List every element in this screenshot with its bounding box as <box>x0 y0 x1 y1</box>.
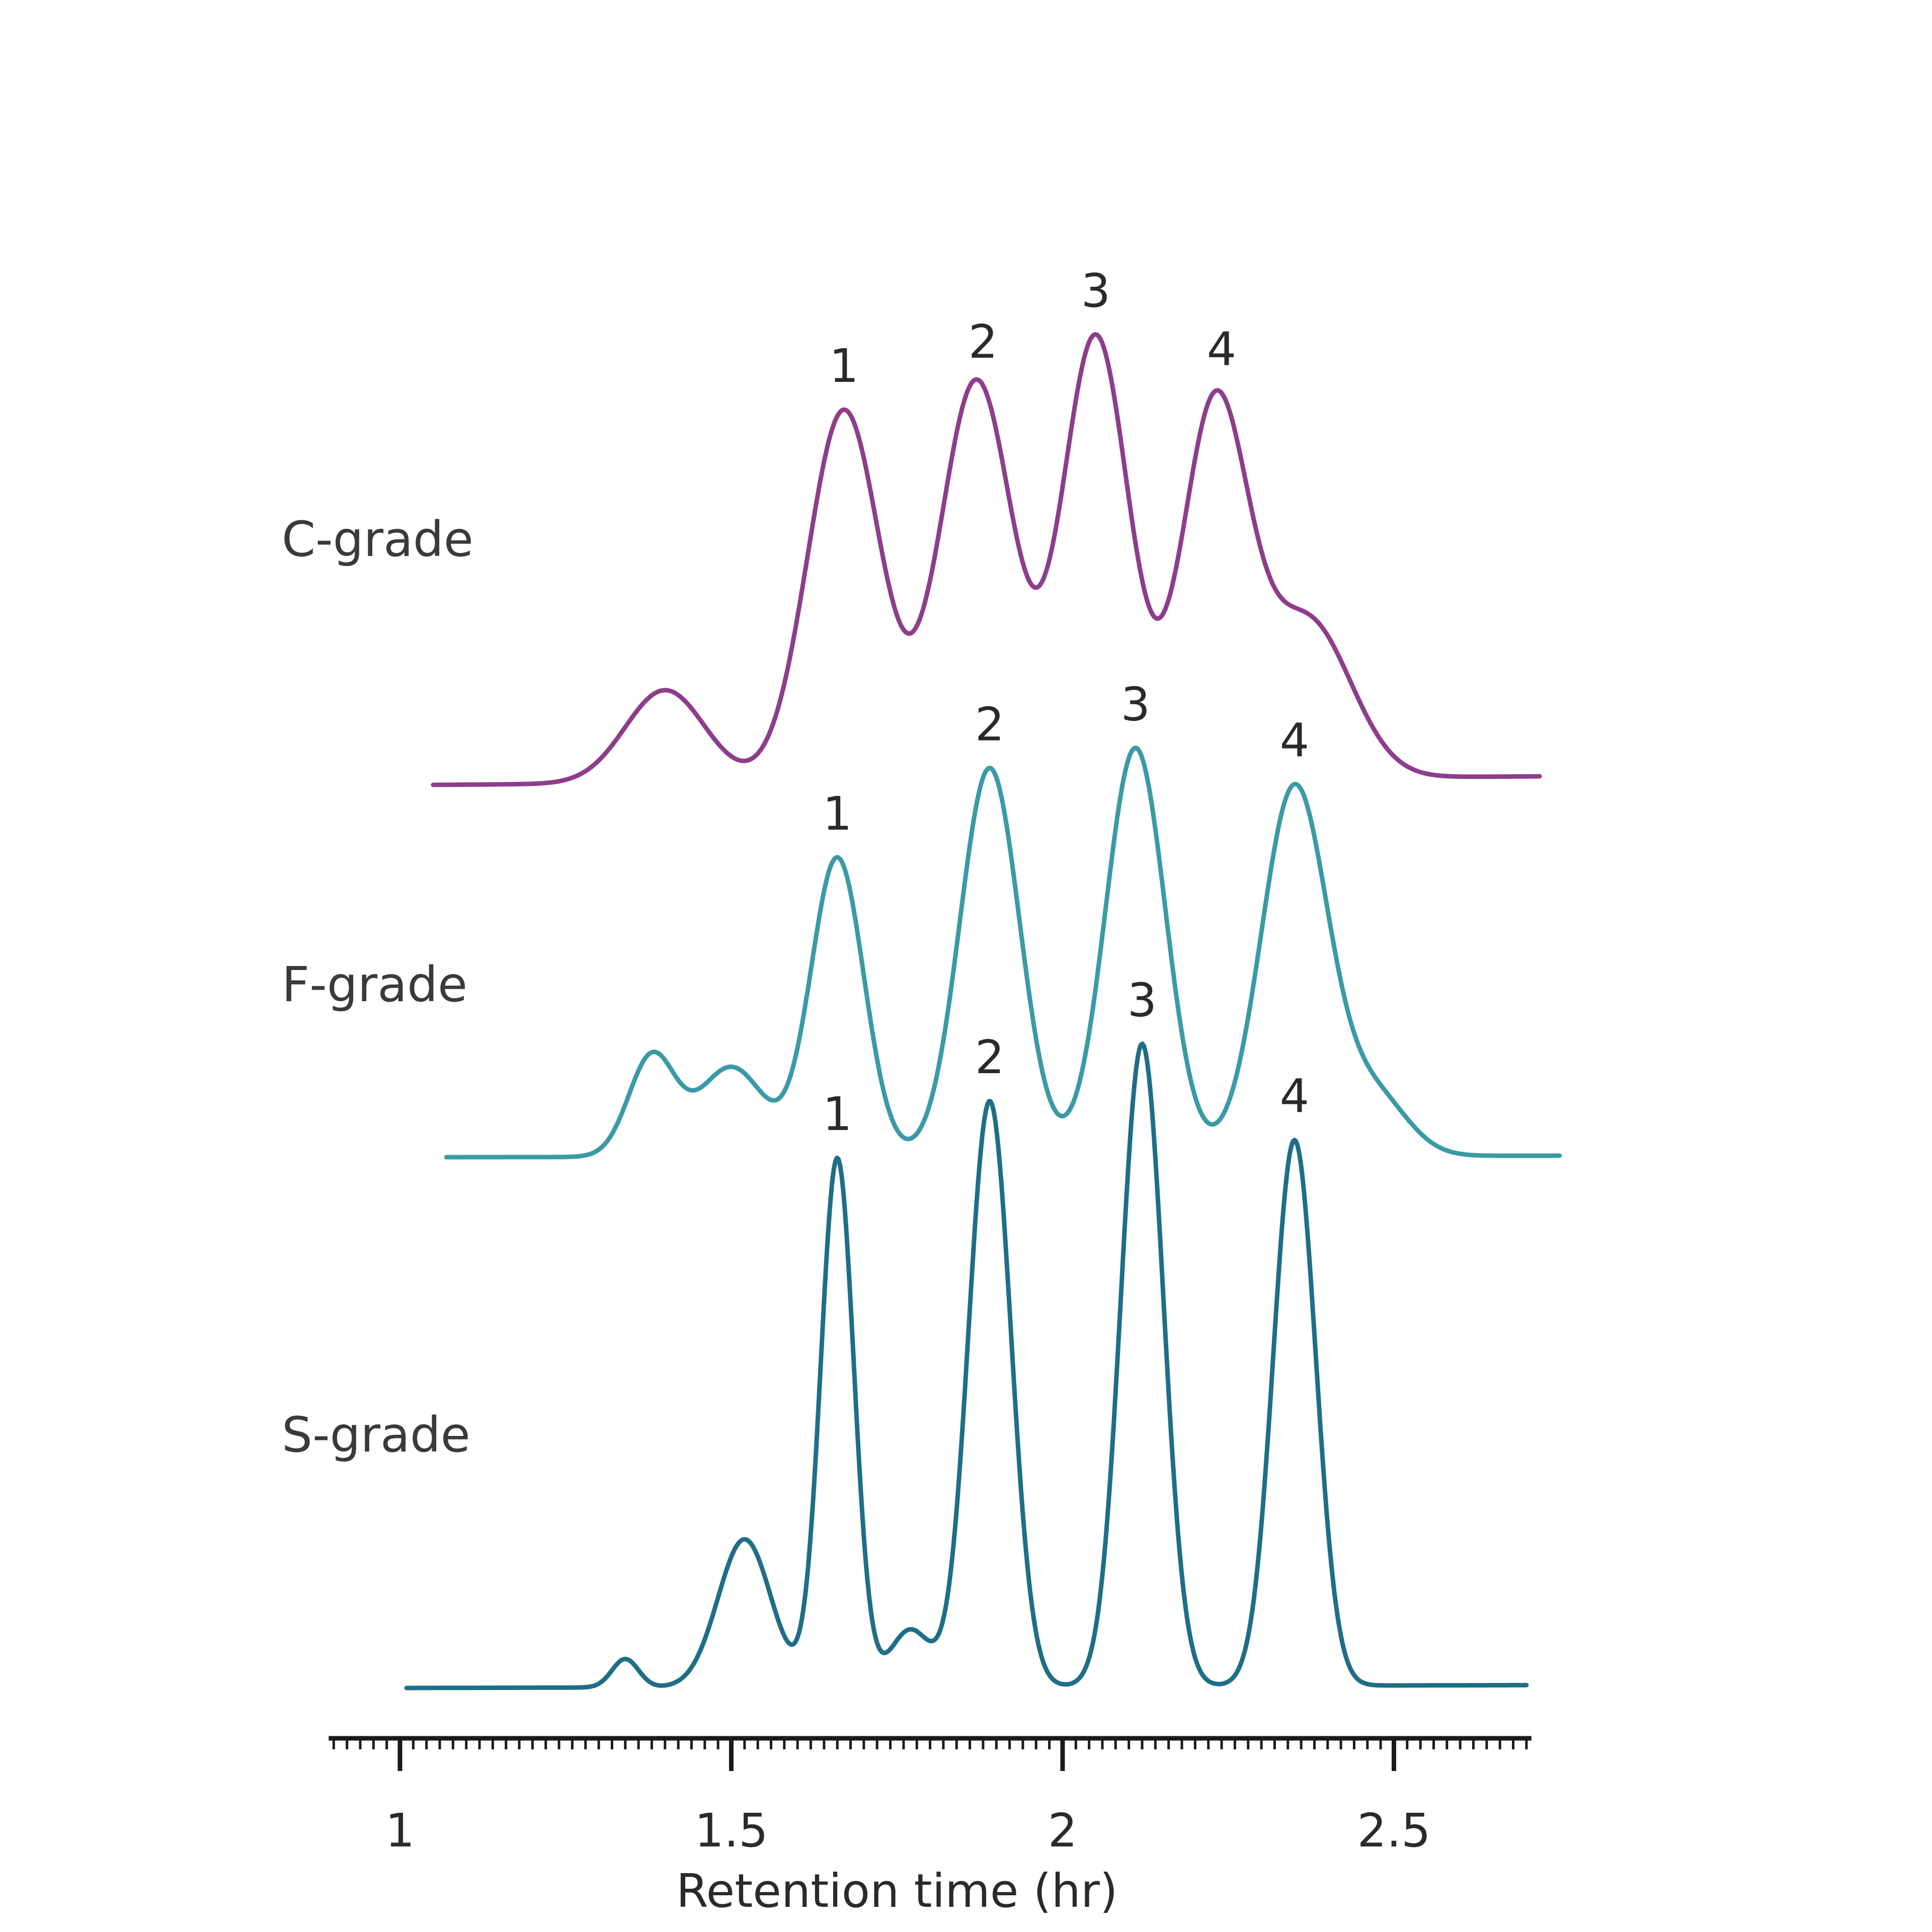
x-axis-title: Retention time (hr) <box>676 1864 1118 1918</box>
peak-label-group: 1 2 3 4 1 2 3 4 1 2 3 4 <box>823 264 1309 1142</box>
peak-label-s-grade-3: 3 <box>1128 973 1157 1027</box>
series-label-group: C-grade F-grade S-grade <box>282 511 473 1463</box>
peak-label-f-grade-2: 2 <box>975 697 1005 751</box>
peak-label-f-grade-1: 1 <box>823 787 852 841</box>
series-label-s-grade: S-grade <box>282 1407 470 1463</box>
peak-label-c-grade-1: 1 <box>829 339 859 393</box>
peak-label-s-grade-1: 1 <box>823 1087 852 1141</box>
x-tick-label: 1.5 <box>694 1804 768 1858</box>
trace-s-grade <box>404 1041 1529 1691</box>
peak-label-f-grade-3: 3 <box>1121 677 1151 731</box>
peak-label-c-grade-3: 3 <box>1081 264 1111 318</box>
x-tick-label: 2.5 <box>1357 1804 1430 1858</box>
peak-label-c-grade-2: 2 <box>969 315 998 369</box>
trace-c-grade <box>431 332 1542 787</box>
x-axis-major-ticks <box>397 1738 1396 1771</box>
x-tick-label: 1 <box>385 1804 415 1858</box>
x-axis-minor-ticks <box>332 1738 1528 1749</box>
peak-label-s-grade-4: 4 <box>1280 1070 1310 1123</box>
series-label-c-grade: C-grade <box>282 511 473 568</box>
x-axis-tick-labels: 1 1.5 2 2.5 <box>385 1804 1431 1858</box>
peak-label-c-grade-4: 4 <box>1207 323 1237 376</box>
trace-group <box>404 332 1562 1691</box>
x-axis: 1 1.5 2 2.5 Retention time (hr) <box>329 1736 1532 1918</box>
peak-label-f-grade-4: 4 <box>1280 713 1310 767</box>
trace-f-grade <box>444 746 1562 1160</box>
x-tick-label: 2 <box>1048 1804 1078 1858</box>
series-label-f-grade: F-grade <box>282 956 467 1013</box>
peak-label-s-grade-2: 2 <box>975 1030 1005 1084</box>
